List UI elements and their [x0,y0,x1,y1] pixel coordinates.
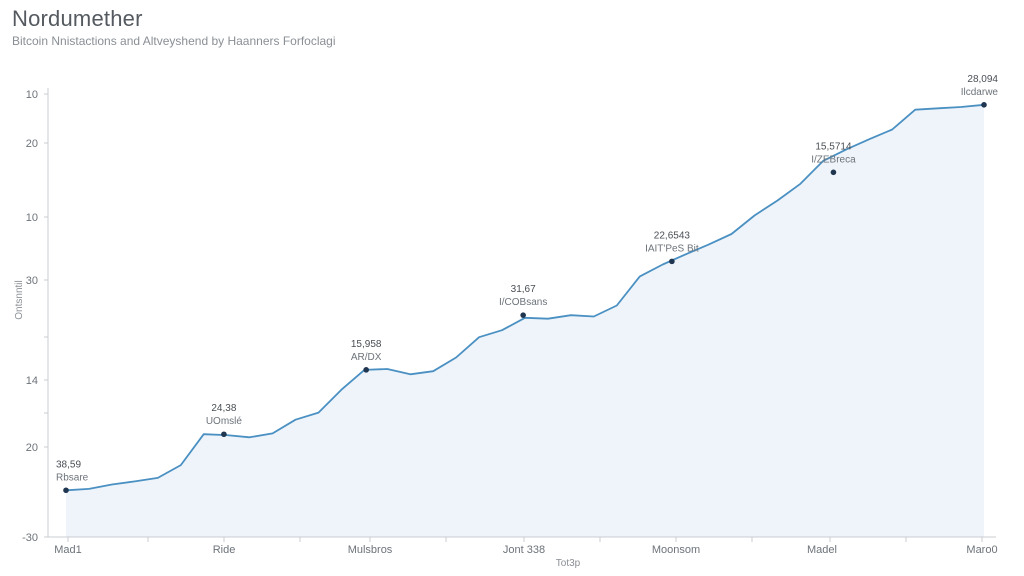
x-axis-label: Tot3p [556,558,581,569]
y-tick-label: 14 [26,375,38,387]
y-axis-label: Ontsnntil [14,280,25,319]
annotation-point [221,431,227,438]
x-tick-label: Jont 338 [503,544,545,556]
y-tick-label: 30 [26,275,38,287]
annotation-label: Ilcdarwe [961,87,999,98]
y-tick-label: 10 [26,212,38,224]
annotation-label: Rbsare [56,472,89,483]
chart-title: Nordumether [12,6,143,31]
annotation-label: I/ZEBreca [811,154,856,165]
x-ticks: Mad1 Ride Mulsbros Jont 338 Moonsom Madel Maro… [54,537,998,556]
annotation-value: 38,59 [56,459,81,470]
x-tick-label: Madel [807,544,837,556]
annotation-value: 22,6543 [654,230,691,241]
annotation-label: UOmslé [206,416,243,427]
annotation-value: 15,5714 [815,141,852,152]
y-tick-label: 20 [26,442,38,454]
annotation-value: 15,958 [351,339,382,350]
annotation-label: AR/DX [351,352,382,363]
y-ticks: 10 20 10 30 14 20 -30 [22,89,48,544]
series-line [65,103,985,492]
annotation-label: IAIT'PeS Bit [645,243,699,254]
annotation-value: 28,094 [967,74,998,85]
annotation-point [520,312,526,318]
area-fill [66,104,984,538]
annotations: 38,59 Rbsare 24,38 UOmslé 15,958 AR/DX 31,67 I/… [56,74,999,494]
y-tick-label: 10 [26,89,38,101]
annotation-point [669,258,675,265]
y-tick-label: -30 [22,532,38,544]
x-tick-label: Moonsom [652,544,700,556]
annotation-point [363,367,369,373]
y-tick-label: 20 [26,138,38,150]
x-tick-label: Maro0 [966,544,997,556]
annotation-value: 24,38 [211,403,236,414]
x-tick-label: Mulsbros [348,544,393,556]
x-tick-label: Mad1 [54,544,82,556]
annotation-point [63,487,69,494]
annotation-point [981,102,987,108]
chart-subtitle: Bitcoin Nnistactions and Altveyshend by … [12,34,336,48]
annotation-point [830,169,837,176]
x-tick-label: Ride [213,544,236,556]
annotation-label: I/COBsans [499,297,547,308]
annotation-value: 31,67 [511,284,536,295]
